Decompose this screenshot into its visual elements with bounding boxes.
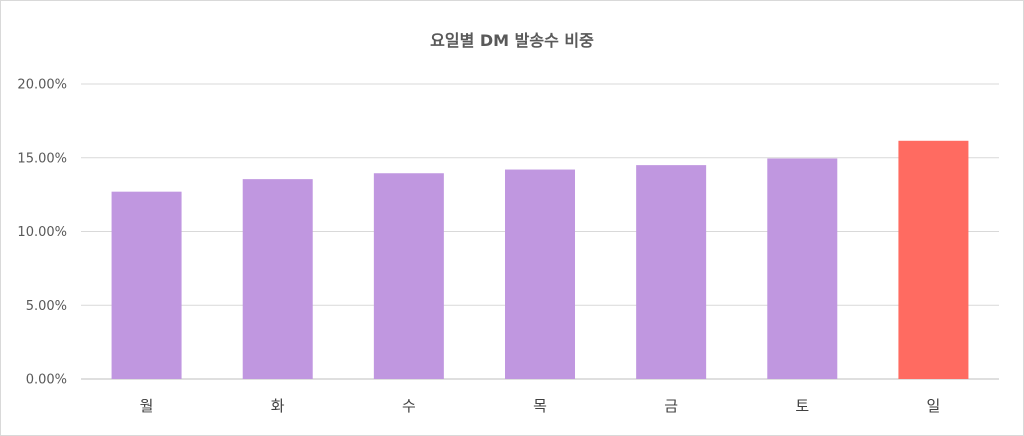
- bar: [636, 165, 707, 379]
- bar: [505, 169, 575, 379]
- bar: [767, 158, 838, 379]
- y-axis-ticks: 0.00% 5.00% 10.00% 15.00% 20.00%: [17, 78, 67, 388]
- y-tick-label: 10.00%: [17, 225, 67, 240]
- bar: [898, 140, 969, 379]
- x-tick-label: 금: [664, 397, 678, 415]
- chart-title: 요일별 DM 발송수 비중: [430, 31, 594, 50]
- y-tick-label: 20.00%: [17, 78, 67, 93]
- x-tick-label: 일: [927, 397, 941, 415]
- x-tick-label: 화: [271, 397, 285, 415]
- bars: [111, 140, 969, 379]
- bar: [373, 173, 444, 379]
- x-tick-label: 월: [140, 397, 154, 415]
- bar: [111, 191, 182, 379]
- bar: [242, 179, 313, 379]
- x-tick-label: 토: [795, 397, 809, 415]
- y-tick-label: 0.00%: [26, 373, 67, 388]
- x-tick-label: 목: [533, 397, 547, 415]
- y-tick-label: 5.00%: [26, 299, 67, 314]
- y-tick-label: 15.00%: [17, 151, 67, 166]
- x-tick-label: 수: [402, 397, 416, 415]
